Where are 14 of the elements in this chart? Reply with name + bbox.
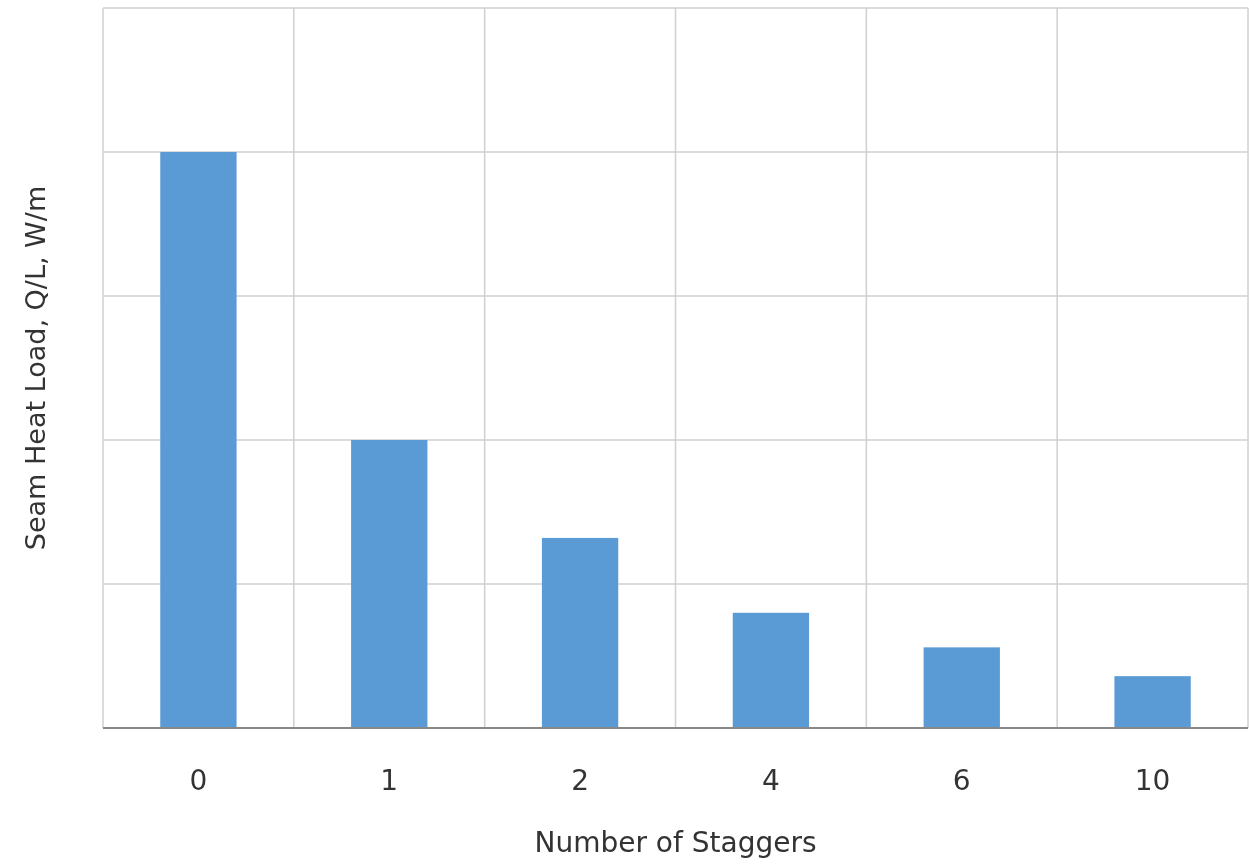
- x-axis-title: Number of Staggers: [534, 826, 817, 859]
- bar: [541, 537, 619, 728]
- x-tick-label: 1: [380, 764, 399, 797]
- bar: [732, 612, 810, 728]
- x-tick-label: 2: [571, 764, 589, 797]
- bar: [160, 152, 237, 728]
- x-tick-label: 10: [1134, 764, 1171, 797]
- bar: [1114, 676, 1191, 728]
- x-tick-label: 4: [762, 764, 780, 797]
- x-tick-label: 6: [952, 764, 971, 797]
- y-axis-title: Seam Heat Load, Q/L, W/m: [20, 185, 51, 551]
- x-tick-label: 0: [189, 764, 208, 797]
- bar: [923, 647, 1000, 728]
- bar: [351, 440, 428, 728]
